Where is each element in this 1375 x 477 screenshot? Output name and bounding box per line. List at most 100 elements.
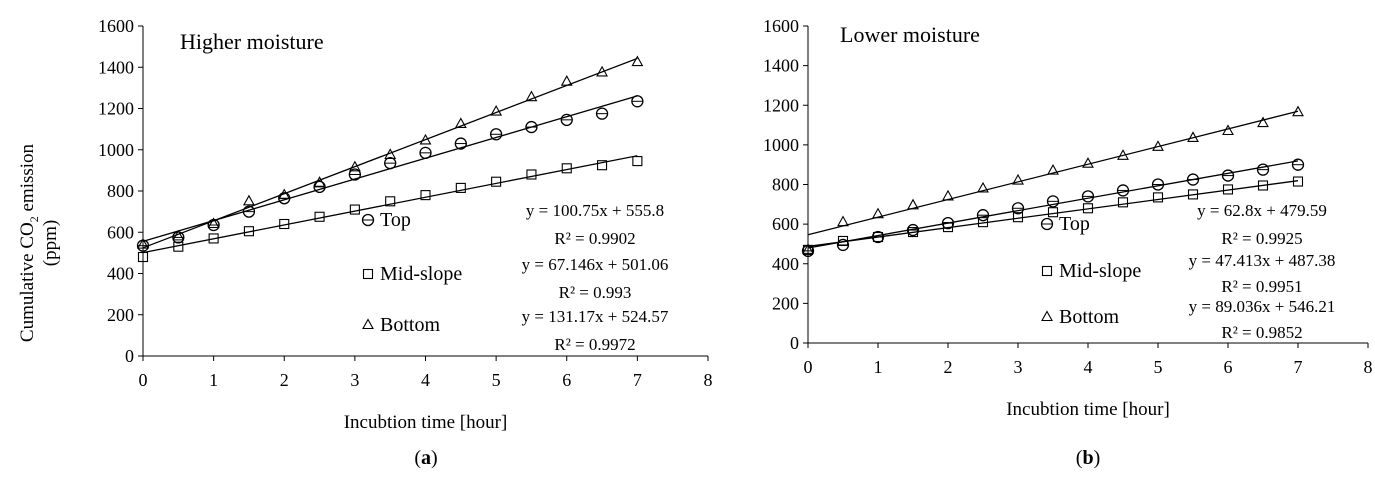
- trendline-r2: R² = 0.9902: [554, 229, 635, 248]
- data-point: [384, 148, 397, 159]
- data-point: [491, 176, 502, 187]
- data-point: [1187, 131, 1199, 142]
- trendline-equation: y = 100.75x + 555.8: [526, 201, 664, 220]
- x-tick-label: 1: [874, 357, 883, 377]
- data-point: [1222, 124, 1234, 136]
- y-axis-label-subscript: 2: [27, 216, 41, 222]
- y-tick-label: 400: [107, 264, 134, 284]
- legend-marker: [362, 318, 374, 330]
- legend-marker: [1041, 265, 1053, 277]
- series-mid-slope: [802, 176, 1304, 255]
- data-point: [314, 211, 325, 222]
- x-tick-label: 3: [350, 370, 359, 390]
- data-point: [349, 204, 360, 215]
- data-point: [137, 237, 149, 249]
- data-point: [243, 194, 255, 206]
- data-point: [907, 198, 919, 210]
- chart-title: Higher moisture: [180, 29, 324, 54]
- data-point: [1292, 176, 1304, 187]
- chart-panel-b: 0 200 400 600 800 1000 1200 1400 1600 0 1 2 3 4 5 6 7 8 In…: [763, 16, 1373, 469]
- y-tick-label: 0: [790, 333, 799, 353]
- x-tick-label: 4: [1084, 357, 1093, 377]
- series-bottom: [137, 55, 644, 249]
- y-tick-label: 1000: [763, 135, 799, 155]
- data-point: [1012, 173, 1024, 185]
- data-point: [1257, 180, 1269, 191]
- series-mid-slope: [137, 155, 643, 263]
- data-point: [1187, 189, 1199, 200]
- data-point: [837, 215, 849, 227]
- data-point: [802, 243, 814, 254]
- panel-label-close-paren: ): [431, 447, 438, 469]
- series-top: [136, 95, 644, 252]
- y-axis-label-rest: emission: [17, 143, 38, 216]
- data-point: [455, 182, 466, 193]
- y-tick-label: 200: [107, 305, 134, 325]
- trendline-equation: y = 89.036x + 546.21: [1189, 297, 1336, 316]
- chart-title: Lower moisture: [840, 22, 980, 47]
- x-tick-label: 6: [1224, 357, 1233, 377]
- y-tick-label: 1400: [763, 56, 799, 76]
- series-bottom: [802, 105, 1304, 254]
- data-point: [1152, 140, 1164, 151]
- data-point: [597, 160, 608, 171]
- data-point: [313, 176, 326, 187]
- data-point: [561, 163, 572, 174]
- y-tick-label: 600: [107, 222, 134, 242]
- x-tick-label: 6: [562, 370, 571, 390]
- y-tick-label: 1600: [763, 16, 799, 36]
- data-point: [907, 227, 919, 238]
- data-point: [490, 104, 503, 116]
- data-point: [1292, 105, 1304, 117]
- data-point: [1257, 116, 1269, 128]
- legend-label: Top: [380, 209, 411, 231]
- data-point: [942, 222, 954, 233]
- x-tick-label: 5: [1154, 357, 1163, 377]
- panel-label-letter: a: [421, 447, 431, 469]
- data-point: [279, 218, 290, 230]
- chart-panel-a: 0 200 400 600 800 1000 1200 1400 1600 0 1 2 3 4 5 6 7 8 In…: [98, 16, 713, 469]
- trendline-r2: R² = 0.9951: [1221, 277, 1302, 296]
- y-tick-label: 800: [107, 181, 134, 201]
- data-point: [454, 117, 467, 129]
- y-tick-label: 800: [772, 175, 799, 195]
- legend-marker: [1041, 310, 1053, 322]
- data-point: [872, 231, 884, 243]
- data-point: [207, 217, 220, 229]
- trendline: [142, 155, 638, 254]
- x-tick-label: 1: [209, 370, 218, 390]
- trendline-r2: R² = 0.9925: [1221, 229, 1302, 248]
- y-axis-unit: (ppm): [40, 220, 61, 266]
- data-point: [632, 156, 643, 167]
- data-point: [1047, 207, 1059, 218]
- y-tick-label: 1600: [98, 16, 134, 36]
- y-tick-label: 600: [772, 214, 799, 234]
- trendline-equation: y = 47.413x + 487.38: [1189, 251, 1336, 270]
- data-point: [385, 196, 396, 207]
- data-point: [872, 207, 884, 219]
- data-point: [1082, 157, 1094, 168]
- x-tick-label: 7: [1294, 357, 1303, 377]
- trendline: [142, 57, 638, 249]
- data-point: [977, 181, 989, 193]
- legend-label: Top: [1059, 213, 1090, 235]
- data-point: [1082, 203, 1094, 214]
- data-point: [208, 233, 219, 244]
- trendline-r2: R² = 0.993: [559, 283, 632, 302]
- x-tick-label: 4: [421, 370, 430, 390]
- x-tick-label: 0: [804, 357, 813, 377]
- data-point: [348, 160, 361, 172]
- trendline-equation: y = 67.146x + 501.06: [522, 255, 669, 274]
- panel-label: (a): [414, 447, 437, 469]
- trendline-equation: y = 131.17x + 524.57: [522, 307, 669, 326]
- data-point: [631, 55, 644, 67]
- data-point: [1012, 212, 1024, 223]
- panel-label-close-paren: ): [1094, 447, 1101, 469]
- trendline: [807, 160, 1299, 249]
- data-point: [278, 188, 291, 200]
- data-point: [1222, 184, 1234, 195]
- x-axis-label: Incubtion time [hour]: [344, 412, 508, 433]
- panel-label-open-paren: (: [414, 447, 421, 469]
- data-point: [419, 133, 432, 145]
- y-axis-label: Cumulative CO2 emission: [17, 143, 41, 342]
